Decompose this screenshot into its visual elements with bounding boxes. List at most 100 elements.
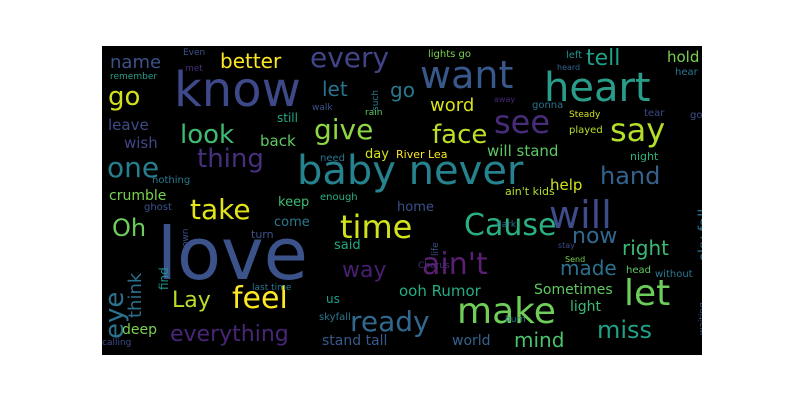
- word-cloud-word: Oh: [112, 214, 147, 242]
- word-cloud-word: head: [626, 265, 651, 276]
- word-cloud-word: left: [566, 50, 583, 61]
- word-cloud-word: enough: [320, 192, 358, 203]
- word-cloud-word: go: [390, 78, 415, 102]
- word-cloud-word: one: [107, 151, 160, 184]
- word-cloud-word: let: [624, 273, 671, 314]
- word-cloud-word: tear: [644, 108, 665, 119]
- word-cloud-word: every: [310, 46, 390, 74]
- word-cloud-word: burn: [505, 315, 526, 325]
- word-cloud-word: know: [174, 62, 301, 118]
- word-cloud-word: leave: [108, 116, 149, 134]
- word-cloud-word: let: [322, 77, 348, 101]
- word-cloud-word: feel: [232, 281, 288, 316]
- word-cloud-word: hear: [675, 67, 698, 78]
- word-cloud-word: crumble: [109, 188, 167, 204]
- word-cloud-word: nothing: [152, 175, 191, 186]
- word-cloud-word: love: [157, 212, 308, 296]
- word-cloud-word: heard: [557, 63, 581, 72]
- word-cloud-word: waiting: [698, 302, 702, 335]
- word-cloud-word: home: [397, 200, 434, 215]
- word-cloud-word: such: [371, 89, 381, 111]
- word-cloud-word: need: [320, 153, 345, 164]
- word-cloud-word: now: [572, 224, 618, 249]
- word-cloud-word: deep: [122, 322, 157, 338]
- word-cloud-word: baby never: [297, 148, 524, 194]
- word-cloud-word: known: [181, 228, 191, 259]
- word-cloud-word: sky fall: [695, 208, 702, 261]
- word-cloud-word: will stand: [487, 142, 559, 160]
- word-cloud-word: see: [494, 103, 551, 141]
- word-cloud-word: heart: [544, 65, 651, 111]
- word-cloud-word: miss: [597, 316, 653, 344]
- word-cloud-word: without: [655, 269, 693, 280]
- word-cloud-word: calling: [102, 338, 132, 348]
- word-cloud-word: ain't: [422, 247, 488, 282]
- word-cloud-word: light: [570, 299, 602, 315]
- word-cloud-word: come: [274, 215, 310, 230]
- word-cloud-word: say: [610, 111, 666, 149]
- word-cloud-word: lights go: [428, 49, 472, 60]
- word-cloud-word: hold: [667, 48, 700, 66]
- word-cloud-word: mind: [514, 328, 565, 352]
- word-cloud-word: go: [108, 82, 141, 112]
- word-cloud-word: tell: [586, 46, 621, 71]
- word-cloud-word: help: [550, 176, 583, 194]
- word-cloud-word: played: [569, 125, 603, 136]
- word-cloud-word: Even: [183, 48, 206, 58]
- word-cloud-word: want: [420, 53, 514, 97]
- word-cloud-word: last time: [252, 283, 292, 293]
- word-cloud-word: day: [365, 147, 389, 162]
- word-cloud-word: Send: [565, 255, 586, 264]
- word-cloud-word: make: [457, 291, 556, 332]
- word-cloud-word: made: [560, 256, 617, 280]
- word-cloud-word: will: [549, 193, 612, 237]
- word-cloud-word: skyfall: [319, 312, 351, 323]
- word-cloud-word: night: [630, 150, 659, 163]
- word-cloud-word: dark: [496, 220, 517, 230]
- word-cloud-word: back: [260, 132, 296, 150]
- word-cloud-word: ooh Rumor: [399, 282, 481, 300]
- word-cloud-word: everything: [170, 322, 289, 347]
- word-cloud-word: thing: [197, 144, 264, 174]
- word-cloud-word: goes: [690, 110, 702, 121]
- word-cloud-word: face: [432, 120, 488, 150]
- word-cloud-word: remember: [110, 72, 158, 82]
- word-cloud-word: wish: [124, 134, 158, 152]
- word-cloud-word: life: [431, 242, 441, 256]
- word-cloud-word: Steady: [569, 110, 601, 120]
- word-cloud-word: time: [340, 208, 413, 246]
- word-cloud-word: Lay: [172, 288, 211, 313]
- word-cloud-word: us: [326, 292, 340, 306]
- word-cloud-word: better: [220, 49, 282, 73]
- word-cloud-word: give: [314, 113, 374, 146]
- word-cloud-word: keep: [278, 195, 310, 210]
- word-cloud-word: turn: [251, 228, 274, 241]
- word-cloud-word: gonna: [532, 100, 564, 111]
- word-cloud-word: ain't kids: [505, 185, 555, 198]
- word-cloud-word: right: [622, 236, 669, 260]
- word-cloud-word: said: [334, 238, 361, 253]
- word-cloud: love know baby never want heart say see will let…: [102, 46, 702, 355]
- word-cloud-word: Chorus: [418, 261, 450, 271]
- word-cloud-word: Sometimes: [534, 282, 613, 298]
- word-cloud-word: ready: [350, 305, 430, 338]
- word-cloud-word: find: [157, 267, 171, 290]
- word-cloud-word: walk: [312, 103, 333, 113]
- word-cloud-word: still: [277, 111, 298, 125]
- word-cloud-word: met: [185, 64, 203, 74]
- word-cloud-word: stay: [558, 241, 575, 250]
- word-cloud-word: ghost: [144, 202, 172, 213]
- word-cloud-word: take: [190, 193, 251, 226]
- word-cloud-word: stand tall: [322, 333, 388, 349]
- word-cloud-word: think: [125, 272, 146, 318]
- word-cloud-word: word: [430, 95, 475, 116]
- word-cloud-word: look: [180, 120, 235, 150]
- word-cloud-word: hand: [600, 162, 661, 190]
- word-cloud-word: rain: [365, 108, 383, 118]
- word-cloud-word: world: [452, 333, 491, 349]
- word-cloud-word: name: [110, 52, 162, 73]
- word-cloud-word: away: [494, 95, 516, 104]
- word-cloud-word: way: [342, 258, 387, 283]
- word-cloud-word: Cause: [464, 208, 557, 243]
- word-cloud-word: River Lea: [396, 148, 448, 161]
